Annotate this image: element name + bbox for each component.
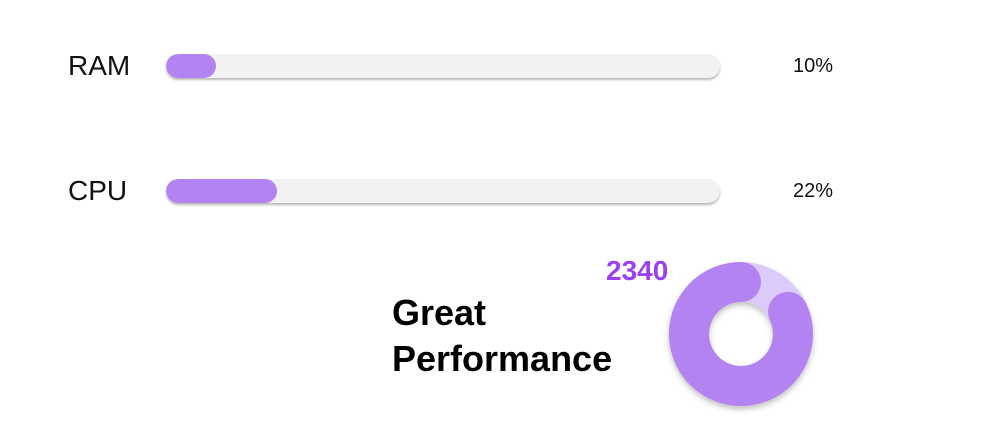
ram-metric-row: RAM 10% [0,46,1000,86]
performance-score: 2340 [606,255,669,286]
cpu-value: 22% [793,180,834,202]
ram-usage-fill [166,54,216,78]
performance-title-line2: Performance [392,338,613,379]
performance-title: Great Performance [392,290,662,382]
cpu-metric-row: CPU 22% [0,171,1000,211]
performance-title-line1: Great [392,292,487,333]
cpu-usage-fill [166,179,277,203]
ram-usage-bar [166,54,720,78]
ram-label: RAM [68,50,131,81]
cpu-usage-bar [166,179,720,203]
donut-progress [669,262,813,406]
cpu-label: CPU [68,175,128,206]
ram-value: 10% [793,55,834,77]
performance-donut [660,256,822,418]
